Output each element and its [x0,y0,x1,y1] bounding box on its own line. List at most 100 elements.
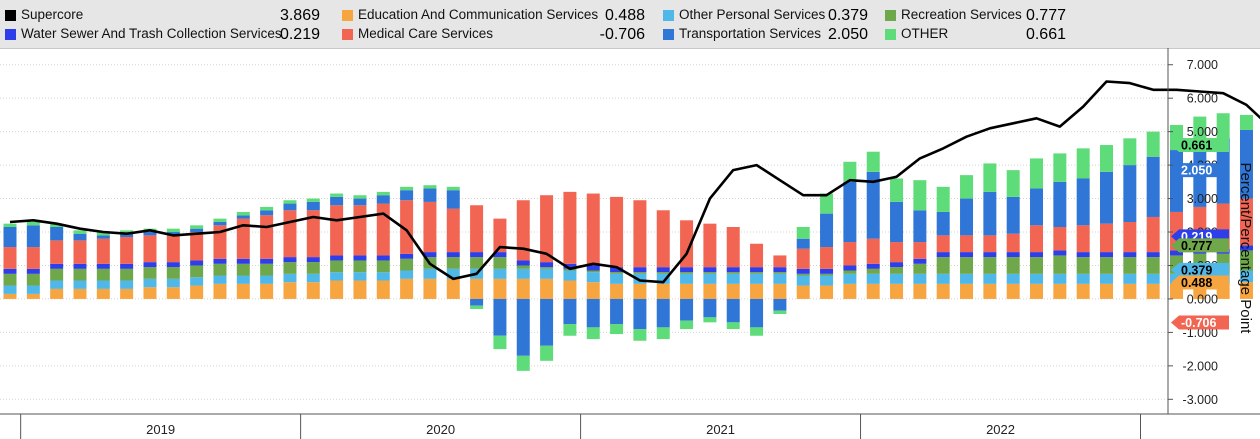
bar-segment [3,285,17,294]
bar-segment [843,161,857,182]
bar-segment [633,283,647,299]
bar-segment [26,273,40,286]
bar-segment [1053,227,1067,251]
value-callout-text: 2.050 [1181,164,1212,178]
bar-segment [446,186,460,191]
bar-segment [260,210,274,216]
bar-segment [446,268,460,279]
bar-segment [866,238,880,264]
legend-swatch [342,29,353,40]
bar-segment [260,283,274,299]
bar-segment [680,320,694,330]
bar-segment [983,191,997,236]
bar-segment [493,218,507,253]
bar-segment [1006,273,1020,284]
bar-segment [726,267,740,273]
bar-segment [1239,198,1253,246]
bar-segment [120,263,134,269]
bar-segment [1030,225,1044,253]
bar-segment [1146,283,1160,299]
y-tick-label: 6.000 [1187,92,1218,106]
bar-segment [190,260,204,266]
bar-segment [610,267,624,273]
bar-segment [773,255,787,268]
bar-segment [1100,252,1114,258]
bar-segment [1123,283,1137,299]
legend-value: 3.869 [279,7,320,24]
legend-label: Transportation Services [679,26,822,41]
bar-segment [773,267,787,273]
bar-segment [936,211,950,236]
bar-segment [73,233,87,241]
bar-segment [400,278,414,299]
bar-segment [306,210,320,258]
bar-segment [120,280,134,289]
bar-segment [353,280,367,299]
bar-segment [96,238,110,264]
bar-segment [353,195,367,199]
bar-segment [563,324,577,336]
bar-segment [1123,273,1137,284]
bar-segment [1076,225,1090,253]
bar-segment [143,278,157,288]
legend-value: 0.379 [827,7,868,24]
bar-segment [1006,233,1020,253]
y-tick-label: -2.000 [1183,359,1218,373]
bar-segment [283,273,297,283]
bar-segment [166,228,180,233]
bar-segment [633,298,647,330]
bar-segment [120,230,134,234]
supercore-line-path [9,80,1260,284]
bar-segment [236,263,250,276]
bar-segment [516,268,530,279]
bar-segment [400,190,414,201]
bar-segment [913,210,927,243]
bar-segment [73,230,87,234]
legend-swatch [5,10,16,21]
bar-segment [750,267,764,273]
bar-segment [913,283,927,299]
bar-segment [866,273,880,284]
value-callout-bg [1171,275,1229,290]
legend-swatch [663,29,674,40]
bar-segment [400,200,414,254]
bar-segment [3,223,17,227]
bar-segment [3,227,17,248]
bar-segment [680,267,694,273]
legend-swatch [663,10,674,21]
bar-segment [3,268,17,274]
supercore-line [9,80,1260,284]
bar-segment [656,267,670,273]
bar-segment [330,205,344,256]
bar-segment [3,273,17,286]
bar-segment [563,280,577,299]
x-year-label: 2020 [426,422,455,437]
bar-segment [400,258,414,271]
bar-segment [120,268,134,281]
bar-segment [866,268,880,274]
bar-segment [330,280,344,299]
bar-segment [50,240,64,264]
value-callout-text: -0.706 [1181,316,1216,330]
bar-segment [516,200,530,261]
legend-swatch [342,10,353,21]
bar-segment [1193,116,1207,142]
bar-segment [983,163,997,192]
bar-segment [236,275,250,284]
bar-segment [1239,270,1253,283]
bar-segment [1053,250,1067,256]
bar-segment [563,263,577,269]
y-tick-label: 7.000 [1187,58,1218,72]
bar-segment [330,260,344,273]
bar-segment [1239,114,1253,130]
axes: 7.0006.0005.0004.0003.0002.0001.0000.000… [0,48,1260,439]
bar-segment [26,293,40,299]
bar-segment [143,262,157,268]
value-callout: 0.777 [1171,238,1229,253]
bar-segment [1053,283,1067,299]
bar-segment [540,267,554,269]
bar-segment [330,255,344,261]
bar-segment [913,180,927,211]
legend-swatch [885,10,896,21]
bar-segment [680,273,694,284]
